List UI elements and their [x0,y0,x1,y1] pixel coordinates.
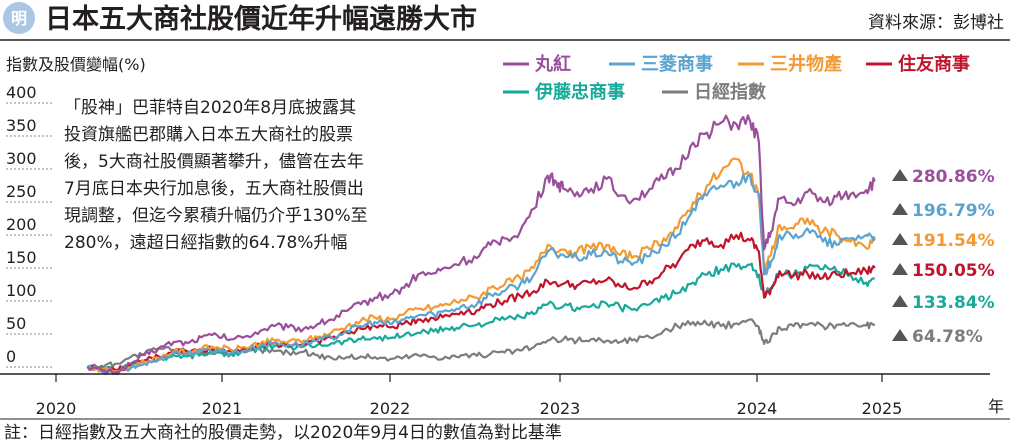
annotation-background [58,98,426,260]
up-triangle-icon [892,169,908,181]
end-label: 191.54% [912,231,995,251]
annotation-line: 後，5大商社股價顯著攀升，儘管在去年 [64,152,364,172]
up-triangle-icon [892,203,908,215]
annotation-line: 「股神」巴菲特自2020年8月底披露其 [64,98,356,118]
series-line [86,173,876,376]
end-label: 150.05% [912,261,995,281]
y-tick-label: 200 [6,215,37,234]
logo-text: 明 [11,9,27,28]
legend-label: 伊藤忠商事 [534,81,625,103]
source-text: 資料來源：彭博社 [868,13,1004,33]
y-tick-label: 100 [6,281,37,300]
y-tick-label: 400 [6,83,37,102]
x-axis-unit: 年 [988,397,1004,416]
x-tick-label: 2025 [862,399,903,418]
up-triangle-icon [892,263,908,275]
legend-label: 三井物產 [770,53,842,75]
x-tick-label: 2024 [737,399,778,418]
legend-label: 住友商事 [898,53,970,75]
y-tick-label: 350 [6,116,37,135]
end-label-bg [888,200,1006,222]
legend-label: 丸紅 [534,53,571,75]
end-label-bg [888,292,1006,314]
end-label: 280.86% [912,167,995,187]
annotation-line: 7月底日本央行加息後，五大商社股價出 [64,179,364,199]
series-line [87,262,875,372]
annotation-line: 投資旗艦巴郡購入日本五大商社的股票 [64,125,353,145]
end-label-bg [888,260,1006,282]
up-triangle-icon [892,329,908,341]
y-tick-label: 50 [6,314,26,333]
newspaper-logo-icon [3,2,35,34]
x-tick-label: 2023 [540,399,581,418]
y-tick-label: 150 [6,248,37,267]
annotation-line: 280%，遠超日經指數的64.78%升幅 [64,233,347,253]
legend-label: 日經指數 [694,81,766,103]
end-label-bg [888,166,1006,188]
chart-title: 日本五大商社股價近年升幅遠勝大市 [45,3,477,35]
x-tick-label: 2020 [36,399,77,418]
y-tick-label: 0 [6,347,16,366]
end-labels: 280.86% 196.79% 191.54% 150.05% 133.84% 64.78… [888,166,1006,348]
x-axis: 2020 2021 2022 2023 2024 2025 年 [0,373,1004,418]
end-label-bg [888,230,1006,252]
footnote: 註：日經指數及五大商社的股價走勢，以2020年9月4日的數值為對比基準 [4,423,562,443]
series-line [86,318,876,370]
annotation-line: 現調整，但迄今累積升幅仍介乎130%至 [64,206,368,226]
end-label: 196.79% [912,201,995,221]
end-label: 64.78% [912,327,983,347]
y-tick-label: 300 [6,149,37,168]
header: 明 日本五大商社股價近年升幅遠勝大市 資料來源：彭博社 [0,2,1010,41]
x-tick-label: 2022 [370,399,411,418]
x-tick-label: 2021 [202,399,243,418]
series-lines [86,114,876,376]
series-line [86,114,876,376]
end-label-bg [888,326,1006,348]
y-tick-label: 250 [6,182,37,201]
up-triangle-icon [892,295,908,307]
y-ticks: 400 350 300 250 200 150 100 50 0 [6,83,54,368]
up-triangle-icon [892,233,908,245]
annotation-box: 「股神」巴菲特自2020年8月底披露其 投資旗艦巴郡購入日本五大商社的股票 後，… [58,98,426,260]
y-axis-label: 指數及股價變幅(%) [6,55,146,74]
legend-label: 三菱商事 [641,53,713,75]
end-label: 133.84% [912,293,995,313]
